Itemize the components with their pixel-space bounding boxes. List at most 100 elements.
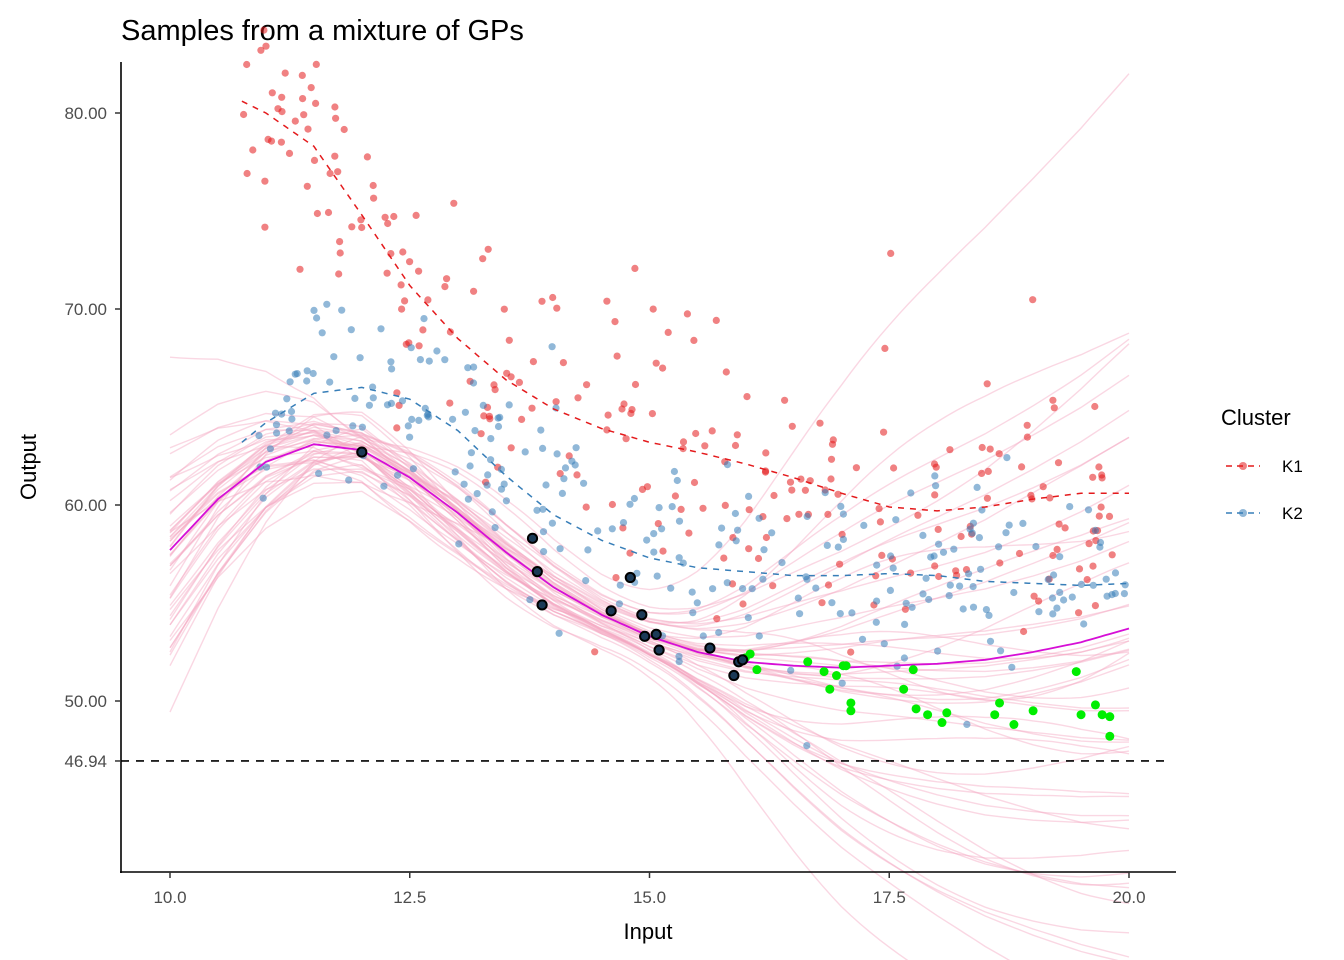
scatter-point-k1 — [986, 445, 994, 453]
y-axis-ticks: 46.94 50.00 60.00 70.00 80.00 — [64, 104, 121, 771]
scatter-point-k1 — [683, 310, 692, 318]
scatter-point-k2 — [873, 561, 881, 569]
scatter-point-k2 — [461, 408, 469, 416]
scatter-point-k2 — [491, 524, 499, 532]
scatter-point-k1 — [556, 470, 564, 478]
y-tick-label: 60.00 — [64, 496, 107, 515]
scatter-point-k1 — [262, 42, 270, 50]
scatter-point-k1 — [1095, 512, 1103, 520]
scatter-point-k2 — [1120, 590, 1128, 598]
scatter-point-k2 — [997, 647, 1005, 655]
scatter-point-k2 — [469, 379, 478, 387]
x-axis-ticks: 10.0 12.5 15.0 17.5 20.0 — [153, 872, 1146, 907]
scatter-point-k2 — [556, 545, 564, 553]
scatter-point-k1 — [331, 152, 339, 160]
scatter-point-k2 — [932, 482, 940, 490]
scatter-point-k1 — [631, 380, 640, 389]
scatter-point-k2 — [1060, 596, 1068, 604]
scatter-point-k1 — [611, 318, 619, 326]
scatter-point-k1 — [701, 442, 709, 450]
scatter-point-k2 — [377, 325, 385, 333]
scatter-point-k1 — [268, 89, 276, 97]
gp-sample-curve — [169, 455, 1130, 934]
scatter-point-k1 — [934, 525, 942, 534]
scatter-point-k1 — [412, 211, 420, 219]
scatter-point-k1 — [500, 305, 508, 313]
scatter-point-k1 — [887, 249, 895, 257]
scatter-point-k2 — [542, 481, 550, 489]
legend-key-k1-point — [1239, 462, 1247, 470]
scatter-point-k1 — [370, 194, 378, 202]
gp-sample-curves — [169, 73, 1130, 960]
scatter-point-k2 — [272, 421, 281, 429]
scatter-point-k1 — [261, 223, 269, 231]
scatter-point-k2 — [794, 594, 802, 602]
scatter-point-k1 — [515, 378, 524, 386]
observed-point — [536, 599, 548, 611]
scatter-point-k2 — [653, 572, 661, 580]
scatter-point-k2 — [872, 618, 880, 626]
scatter-point-k1 — [659, 547, 667, 555]
scatter-point-k1 — [978, 443, 986, 452]
scatter-point-k2 — [1048, 594, 1057, 602]
scatter-point-k2 — [977, 565, 985, 573]
scatter-point-k1 — [685, 529, 693, 537]
scatter-point-k2 — [1091, 526, 1099, 535]
scatter-point-k1 — [261, 177, 269, 185]
scatter-point-k2 — [415, 416, 423, 424]
scatter-point-k1 — [1039, 483, 1047, 491]
scatter-point-k2 — [351, 394, 359, 402]
scatter-point-k1 — [419, 326, 427, 334]
test-point — [1028, 706, 1038, 716]
scatter-point-k2 — [939, 548, 948, 556]
chart-title: Samples from a mixture of GPs — [121, 15, 524, 47]
scatter-point-k1 — [762, 533, 771, 542]
gp-sample-curve — [169, 420, 1130, 625]
scatter-point-k1 — [299, 95, 307, 103]
observed-point — [639, 630, 651, 642]
observed-point — [653, 644, 665, 656]
scatter-point-k2 — [449, 415, 457, 423]
scatter-point-k1 — [762, 449, 770, 457]
scatter-point-k2 — [259, 494, 267, 502]
scatter-point-k2 — [986, 637, 995, 645]
observed-point — [356, 446, 368, 458]
test-point — [937, 718, 947, 728]
scatter-point-k2 — [394, 471, 402, 479]
scatter-point-k2 — [755, 514, 763, 522]
scatter-point-k2 — [839, 535, 848, 544]
scatter-point-k2 — [380, 482, 388, 490]
y-tick-label: 80.00 — [64, 104, 107, 123]
scatter-point-k1 — [257, 46, 265, 54]
scatter-point-k2 — [922, 574, 930, 582]
scatter-point-k2 — [1077, 580, 1085, 589]
scatter-point-k2 — [675, 658, 683, 666]
scatter-point-k2 — [839, 510, 848, 518]
scatter-point-k1 — [690, 336, 698, 344]
scatter-point-k2 — [693, 599, 701, 607]
scatter-point-k2 — [349, 422, 357, 430]
scatter-point-k1 — [1049, 396, 1057, 404]
scatter-point-k2 — [848, 609, 856, 617]
scatter-point-k1 — [797, 475, 805, 483]
scatter-point-k2 — [931, 472, 939, 480]
scatter-point-k1 — [731, 441, 740, 450]
gp-sample-curve — [169, 338, 1130, 614]
scatter-point-k2 — [548, 519, 557, 527]
scatter-point-k1 — [996, 559, 1004, 567]
scatter-point-k1 — [801, 486, 810, 494]
test-point — [803, 657, 813, 667]
scatter-point-k1 — [398, 305, 406, 313]
scatter-point-k1 — [878, 551, 886, 560]
scatter-point-k1 — [626, 549, 634, 557]
scatter-point-k1 — [754, 554, 763, 563]
scatter-point-k2 — [273, 429, 281, 437]
scatter-point-k1 — [720, 554, 728, 562]
scatter-point-k2 — [310, 306, 318, 314]
test-point — [1097, 710, 1107, 720]
scatter-point-k2 — [283, 395, 291, 403]
scatter-point-k2 — [739, 585, 747, 593]
scatter-point-k1 — [348, 223, 356, 231]
scatter-point-k2 — [655, 504, 663, 512]
scatter-point-k1 — [381, 213, 389, 221]
